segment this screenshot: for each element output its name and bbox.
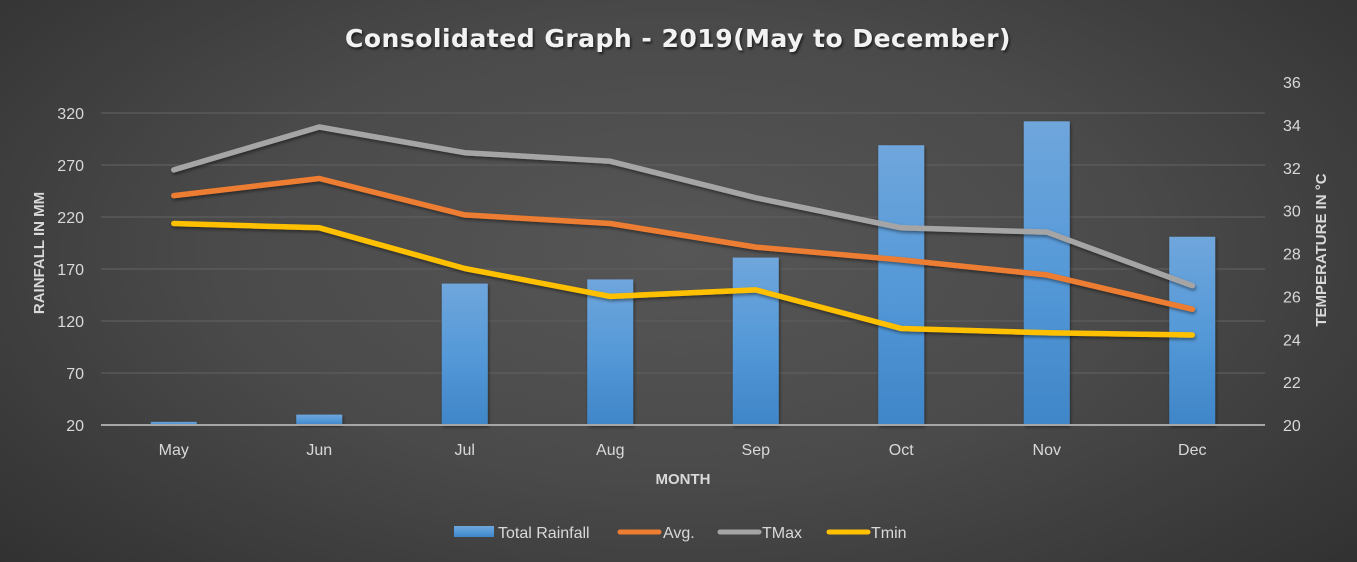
left-axis-ticks: 20 70 120 170 220 270 320 xyxy=(57,106,84,435)
x-tick-label: Jul xyxy=(455,442,475,459)
y-tick-label: 270 xyxy=(57,158,84,175)
line-tmax xyxy=(171,124,1196,289)
y2-tick-label: 22 xyxy=(1283,375,1301,392)
y-tick-label: 170 xyxy=(57,262,84,279)
gridlines xyxy=(101,112,1265,374)
y2-tick-label: 36 xyxy=(1283,75,1301,92)
y-axis-title: RAINFALL IN MM xyxy=(31,192,48,314)
y2-tick-label: 32 xyxy=(1283,161,1301,178)
x-tick-label: Dec xyxy=(1178,442,1206,459)
y2-tick-label: 30 xyxy=(1283,204,1301,221)
bar-jun xyxy=(296,414,343,425)
bar-aug xyxy=(587,279,634,425)
legend-item-avg: Avg. xyxy=(617,525,695,542)
legend-label: TMax xyxy=(762,525,802,542)
y2-tick-label: 26 xyxy=(1283,289,1301,306)
y-tick-label: 70 xyxy=(66,366,84,383)
bar-jul xyxy=(441,283,488,425)
lines xyxy=(171,124,1196,338)
y-tick-label: 320 xyxy=(57,106,84,123)
bar-dec xyxy=(1169,236,1216,425)
right-axis-ticks: 20 22 24 26 28 30 32 34 36 xyxy=(1283,75,1301,435)
bar-may xyxy=(150,421,197,425)
x-axis-ticks: May Jun Jul Aug Sep Oct Nov Dec xyxy=(159,442,1207,459)
x-tick-label: Nov xyxy=(1033,442,1061,459)
y2-tick-label: 34 xyxy=(1283,118,1301,135)
line-tmin xyxy=(171,220,1196,338)
x-axis-title: MONTH xyxy=(656,471,711,488)
legend-label: Avg. xyxy=(663,525,695,542)
bar-sep xyxy=(732,257,779,425)
bar-oct xyxy=(878,145,925,426)
y2-tick-label: 20 xyxy=(1283,418,1301,435)
x-tick-label: May xyxy=(159,442,189,459)
chart-title: Consolidated Graph - 2019(May to Decembe… xyxy=(345,24,1011,53)
y2-tick-label: 24 xyxy=(1283,332,1301,349)
y2-axis-title: TEMPERATURE IN °C xyxy=(1313,173,1330,326)
legend-label: Tmin xyxy=(871,525,907,542)
legend-item-totalrainfall: Total Rainfall xyxy=(454,525,590,542)
bars xyxy=(101,121,1265,426)
line-avg xyxy=(171,175,1196,312)
legend-item-tmin: Tmin xyxy=(826,525,907,542)
legend-label: Total Rainfall xyxy=(498,525,590,542)
y2-tick-label: 28 xyxy=(1283,247,1301,264)
x-tick-label: Oct xyxy=(889,442,914,459)
legend-item-tmax: TMax xyxy=(717,525,802,542)
x-tick-label: Aug xyxy=(596,442,624,459)
y-tick-label: 120 xyxy=(57,314,84,331)
legend: Total Rainfall Avg. TMax Tmin xyxy=(454,525,907,542)
x-tick-label: Sep xyxy=(742,442,771,459)
y-tick-label: 20 xyxy=(66,418,84,435)
y-tick-label: 220 xyxy=(57,210,84,227)
legend-swatch xyxy=(454,526,494,537)
x-tick-label: Jun xyxy=(306,442,332,459)
